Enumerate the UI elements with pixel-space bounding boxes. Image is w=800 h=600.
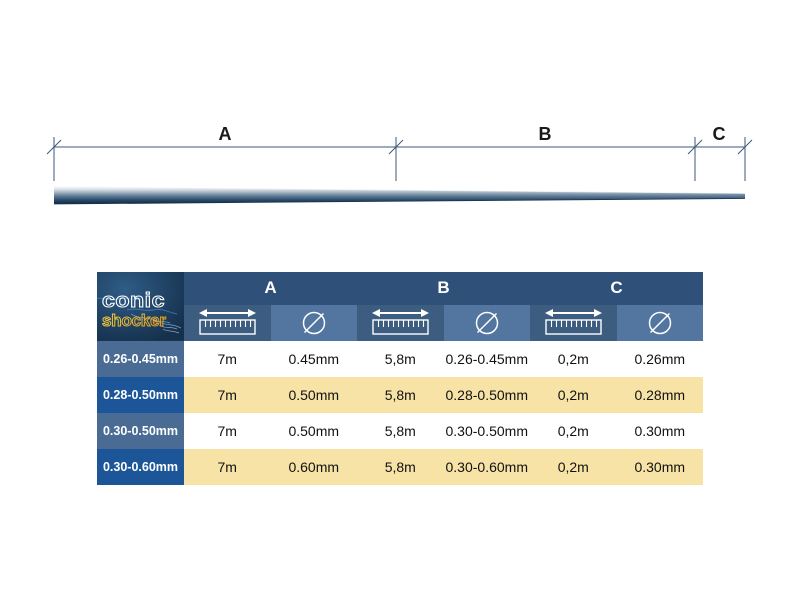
svg-text:C: C	[713, 124, 726, 144]
svg-text:A: A	[219, 124, 232, 144]
svg-text:B: B	[539, 124, 552, 144]
